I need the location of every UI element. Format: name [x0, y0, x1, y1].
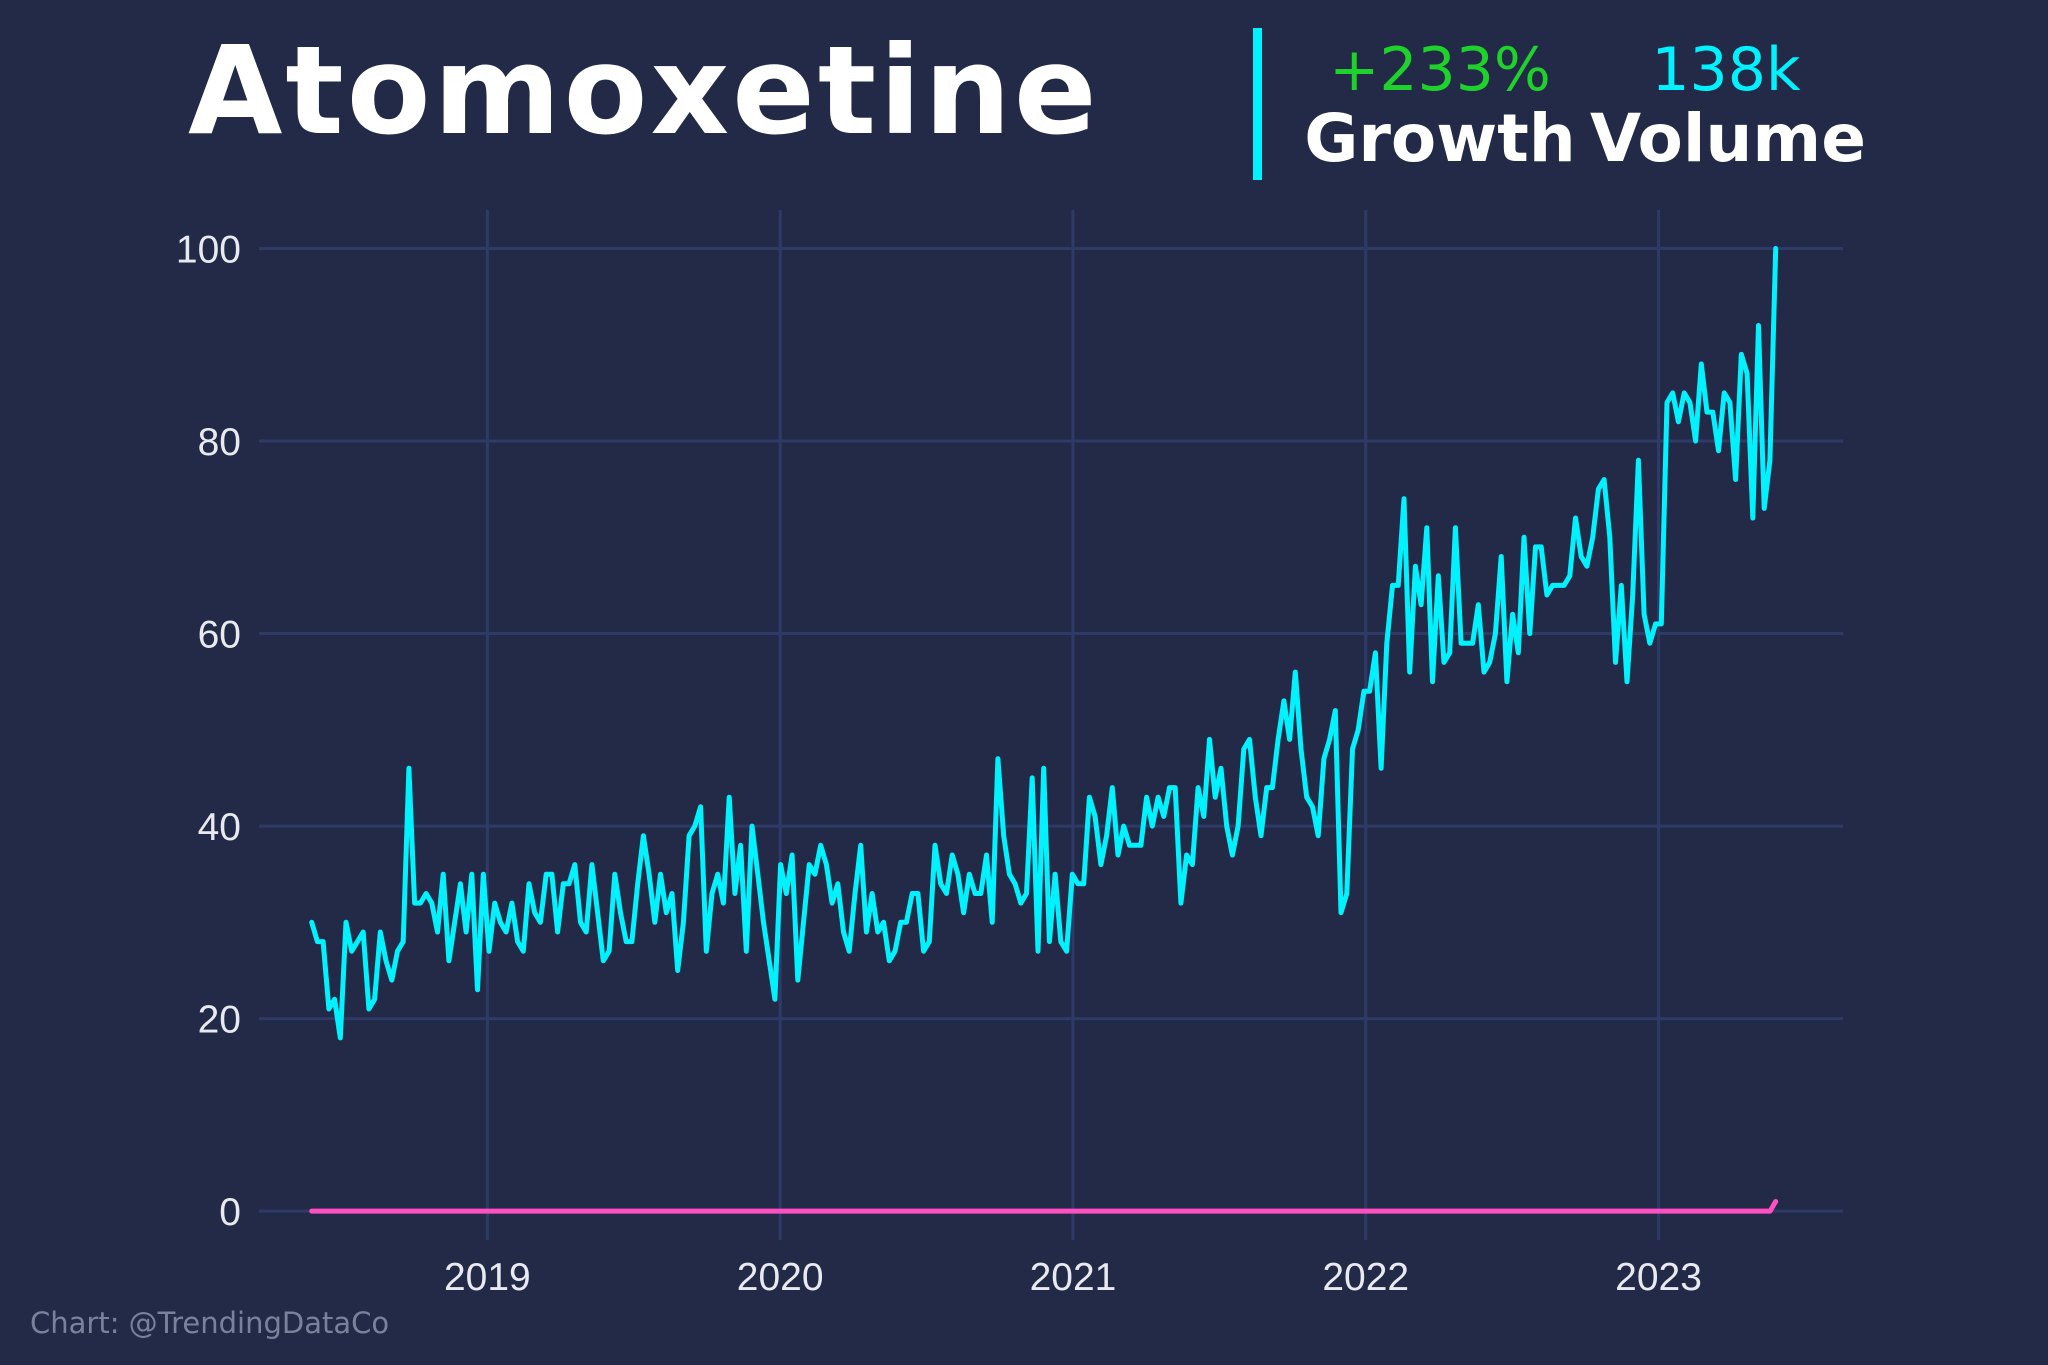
x-tick-label: 2020	[737, 1256, 824, 1299]
series-line-baseline	[309, 1199, 1779, 1214]
volume-label: Volume	[1590, 100, 1866, 177]
y-axis-ticks: 0 20 40 60 80 100	[176, 229, 241, 1235]
y-tick-label: 40	[198, 806, 241, 849]
x-tick-label: 2022	[1322, 1256, 1409, 1299]
volume-value: 138k	[1651, 35, 1801, 105]
chart-credit: Chart: @TrendingDataCo	[30, 1306, 390, 1340]
growth-label: Growth	[1304, 100, 1576, 177]
y-tick-label: 0	[219, 1191, 241, 1234]
x-tick-label: 2019	[444, 1256, 531, 1299]
growth-stat: +233% Growth	[1300, 40, 1580, 172]
series-line-main	[309, 246, 1779, 1041]
grid-lines	[259, 210, 1843, 1240]
y-tick-label: 100	[176, 229, 241, 272]
y-tick-label: 80	[198, 421, 241, 464]
growth-value: +233%	[1329, 35, 1551, 105]
series-lines	[309, 246, 1779, 1214]
volume-stat: 138k Volume	[1590, 35, 1866, 177]
y-tick-label: 20	[198, 999, 241, 1042]
chart-title: Atomoxetine	[188, 20, 1100, 162]
x-tick-label: 2023	[1615, 1256, 1702, 1299]
x-tick-label: 2021	[1030, 1256, 1117, 1299]
y-tick-label: 60	[198, 614, 241, 657]
stats-divider	[1253, 28, 1262, 180]
x-axis-ticks: 2019 2020 2021 2022 2023	[444, 1256, 1702, 1299]
